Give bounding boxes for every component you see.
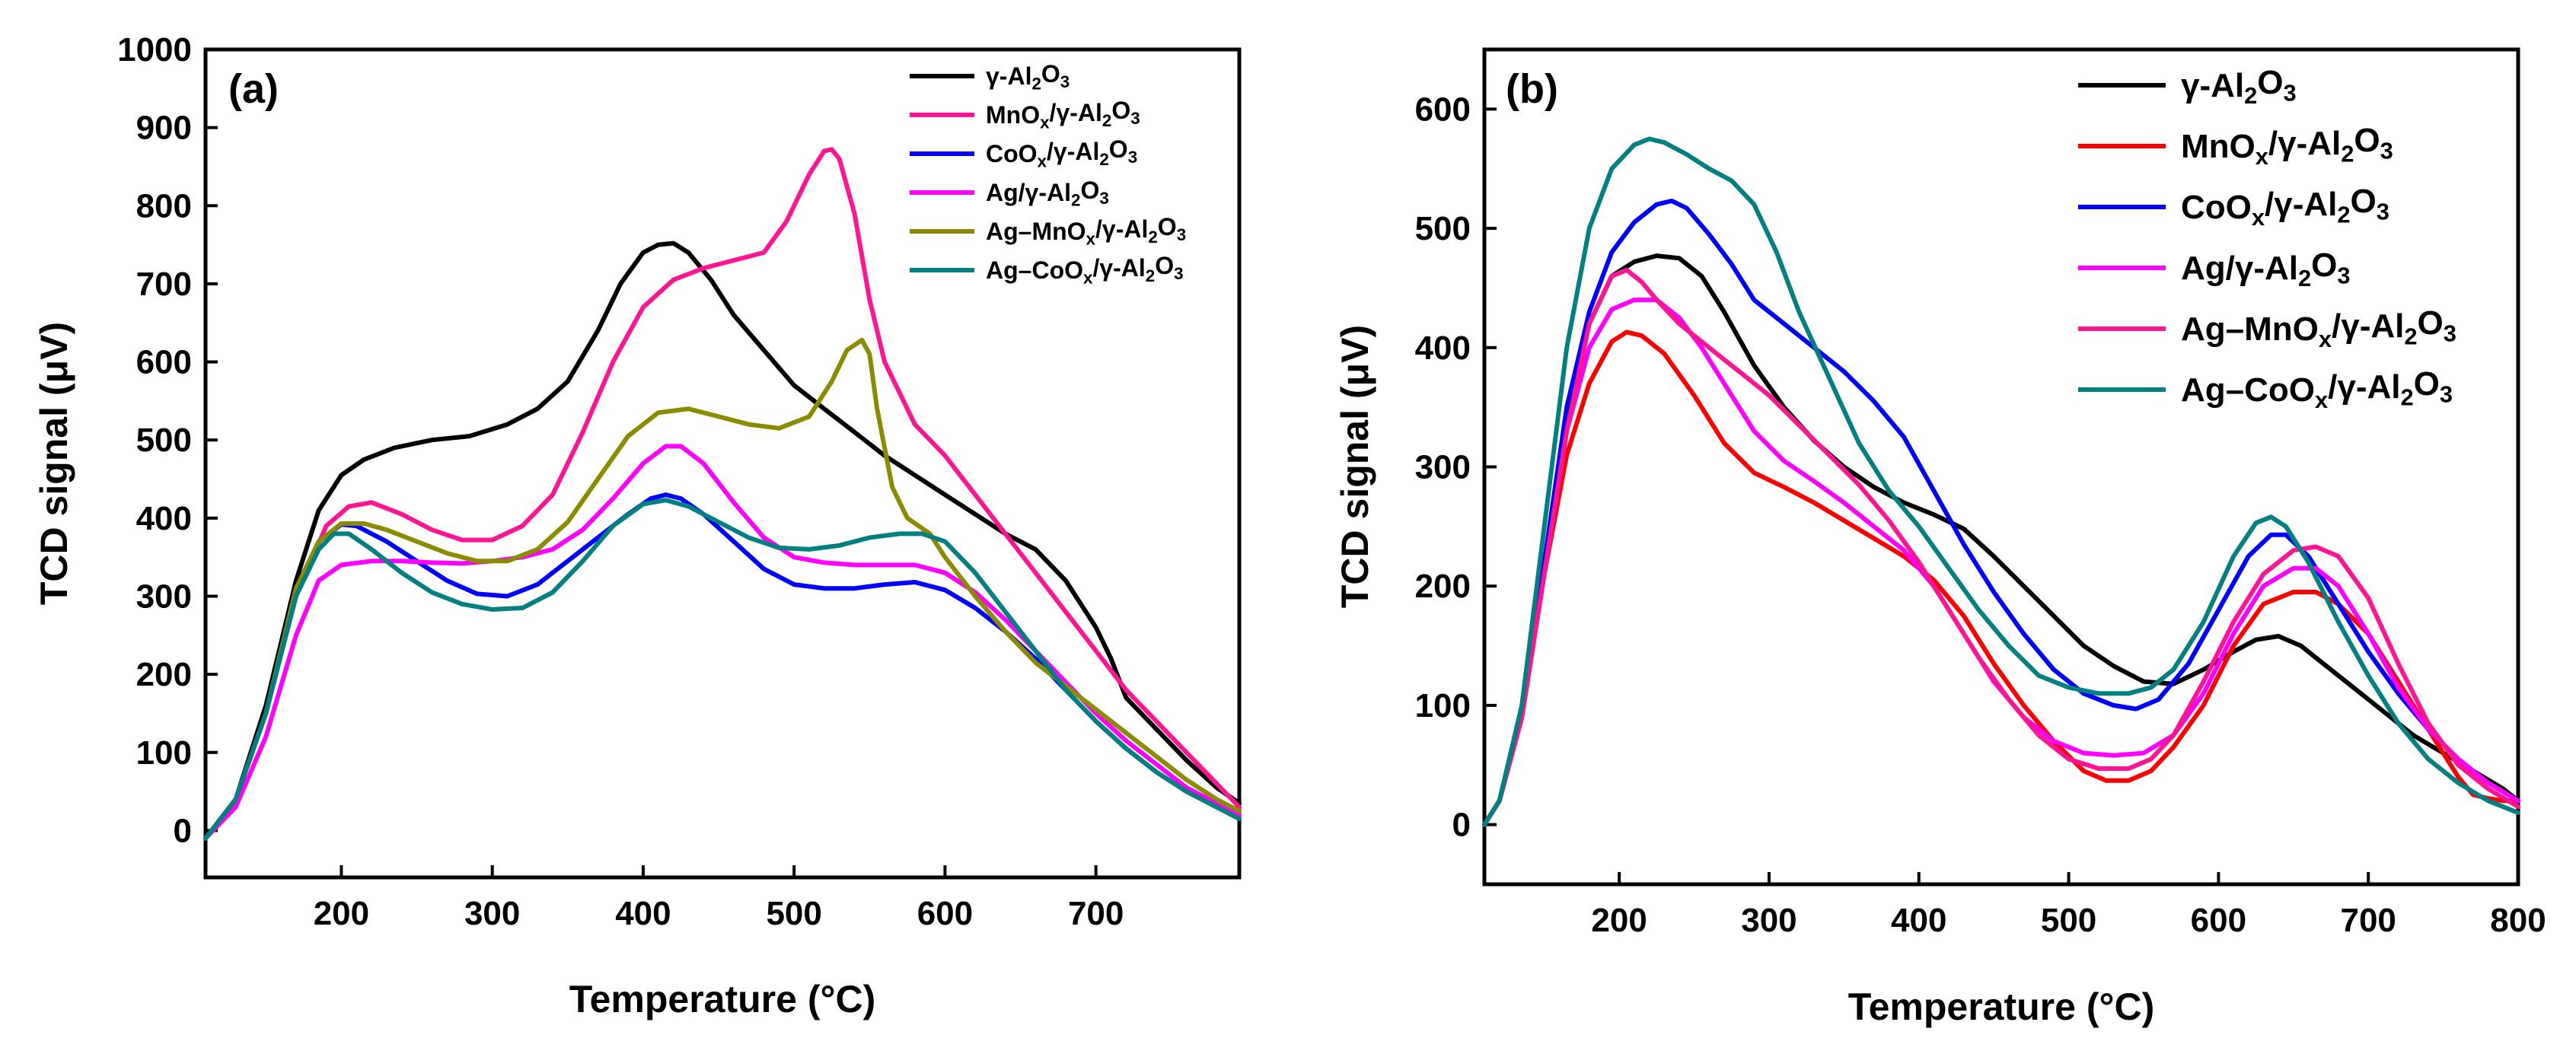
series-line-a-1 [203, 240, 1242, 841]
panel-b: 200 300 400 500 600 700 800 0 100 200 300 400 500 600… [1334, 47, 2546, 1028]
series-line-a-4 [203, 444, 1242, 841]
panel-b-ticks: 200 300 400 500 600 700 800 0 100 200 300 400 500 600 [1415, 91, 2546, 939]
panel-b-label: (b) [1506, 66, 1558, 112]
series-line-a-2 [203, 147, 1242, 841]
series-line-b-1 [1482, 253, 2520, 827]
y-tick-label: 0 [1452, 807, 1471, 844]
panel-b-series [1482, 136, 2520, 827]
legend-entry: MnOx/γ-Al2O3 [2181, 122, 2393, 170]
y-tick-label: 500 [136, 422, 192, 459]
y-tick-label: 100 [136, 734, 192, 772]
legend-entry: Ag/γ-Al2O3 [986, 177, 1109, 210]
x-tick-label: 300 [464, 895, 520, 932]
panel-a: 200 300 400 500 600 700 0 100 200 300 400 500 600 700… [33, 31, 1242, 1020]
panel-a-series [203, 147, 1242, 841]
panel-a-label: (a) [228, 66, 279, 112]
legend-entry: γ-Al2O3 [2181, 64, 2297, 109]
legend-entry: Ag–CoOx/γ-Al2O3 [986, 252, 1184, 287]
y-tick-label: 600 [136, 344, 192, 381]
panel-a-ticks: 200 300 400 500 600 700 0 100 200 300 400 500 600 700… [117, 31, 1124, 932]
y-tick-label: 900 [136, 110, 192, 147]
x-tick-label: 200 [1591, 902, 1647, 939]
x-tick-label: 600 [917, 895, 973, 932]
panel-a-y-axis-title: TCD signal (μV) [33, 322, 75, 605]
y-tick-label: 0 [174, 812, 192, 849]
y-tick-label: 1000 [117, 31, 192, 68]
y-tick-label: 400 [136, 500, 192, 537]
series-line-a-5 [203, 337, 1242, 841]
x-tick-label: 500 [766, 895, 821, 932]
y-tick-label: 400 [1415, 330, 1471, 367]
panel-a-x-axis-title: Temperature (°C) [569, 978, 875, 1020]
legend-entry: γ-Al2O3 [986, 60, 1070, 94]
x-tick-label: 400 [615, 895, 671, 932]
x-tick-label: 500 [2041, 902, 2096, 939]
legend-entry: Ag/γ-Al2O3 [2181, 247, 2351, 291]
series-line-b-6 [1482, 136, 2520, 827]
y-tick-label: 700 [136, 266, 192, 303]
x-tick-label: 800 [2490, 902, 2546, 939]
panel-b-y-axis-title: TCD signal (μV) [1334, 325, 1376, 608]
x-tick-label: 600 [2191, 902, 2246, 939]
panel-b-legend: γ-Al2O3 MnOx/γ-Al2O3 CoOx/γ-Al2O3 Ag/γ-Al2O… [2078, 64, 2456, 413]
y-tick-label: 200 [136, 656, 192, 693]
y-tick-label: 100 [1415, 687, 1471, 724]
series-line-a-6 [203, 498, 1242, 841]
legend-entry: CoOx/γ-Al2O3 [2181, 183, 2389, 231]
panel-b-x-axis-title: Temperature (°C) [1848, 985, 2154, 1028]
x-tick-label: 300 [1741, 902, 1797, 939]
legend-entry: Ag–MnOx/γ-Al2O3 [986, 213, 1186, 248]
legend-entry: MnOx/γ-Al2O3 [986, 97, 1140, 132]
y-tick-label: 500 [1415, 210, 1471, 247]
series-line-b-5 [1482, 267, 2520, 827]
y-tick-label: 600 [1415, 91, 1471, 128]
legend-entry: Ag–MnOx/γ-Al2O3 [2181, 304, 2456, 352]
x-tick-label: 700 [2340, 902, 2396, 939]
y-tick-label: 200 [1415, 568, 1471, 605]
y-tick-label: 800 [136, 187, 192, 224]
x-tick-label: 400 [1891, 902, 1946, 939]
legend-entry: Ag–CoOx/γ-Al2O3 [2181, 365, 2453, 413]
legend-entry: CoOx/γ-Al2O3 [986, 135, 1137, 170]
x-tick-label: 200 [314, 895, 369, 932]
x-tick-label: 700 [1068, 895, 1124, 932]
y-tick-label: 300 [1415, 449, 1471, 486]
y-tick-label: 300 [136, 578, 192, 615]
panel-a-frame [203, 47, 1242, 880]
